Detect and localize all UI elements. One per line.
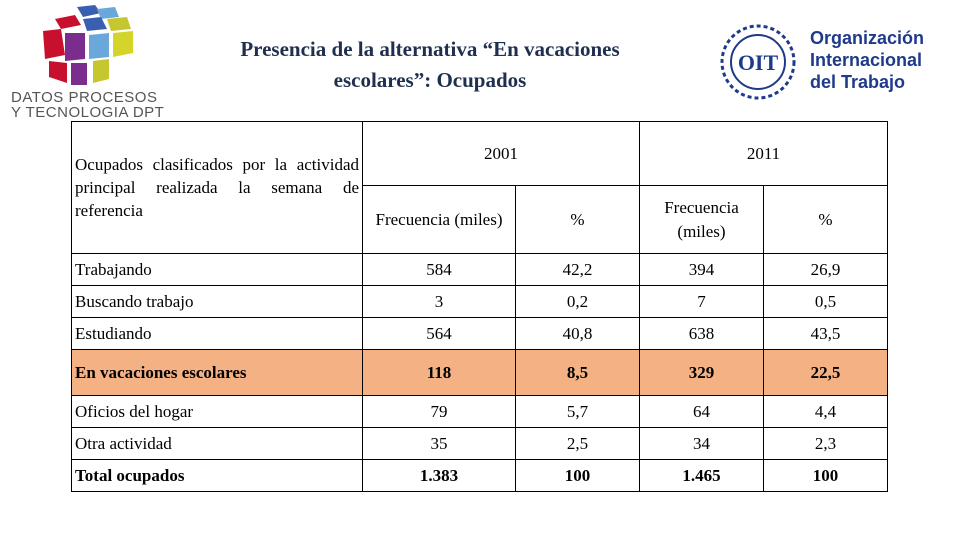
table-row: Estudiando 564 40,8 638 43,5 (71, 317, 888, 350)
row-label: En vacaciones escolares (71, 349, 363, 396)
cell-value: 7 (639, 285, 764, 318)
cell-value: 638 (639, 317, 764, 350)
title-line1: Presencia de la alternativa “En vacacion… (240, 37, 620, 61)
subheader-row: Frecuencia (miles) % Frecuencia (miles) … (72, 185, 888, 254)
cell-value: 2,3 (763, 427, 888, 460)
cell-value: 5,7 (515, 395, 640, 428)
oit-emblem-icon: OIT (720, 24, 796, 100)
cell-value: 100 (515, 459, 640, 492)
row-label: Trabajando (71, 253, 363, 286)
year-2011-header: 2011 (639, 121, 888, 186)
cell-value: 34 (639, 427, 764, 460)
title-line2: escolares”: Ocupados (333, 68, 527, 92)
dpt-logo-line2: Y TECNOLOGIA DPT (11, 104, 165, 121)
cell-value: 0,5 (763, 285, 888, 318)
table-row: Oficios del hogar 79 5,7 64 4,4 (71, 395, 888, 428)
dpt-logo: DATOS PROCESOS Y TECNOLOGIA DPT (7, 5, 164, 120)
cell-value: 3 (362, 285, 516, 318)
total-row: Total ocupados 1.383 100 1.465 100 (71, 459, 888, 492)
cell-value: 1.383 (362, 459, 516, 492)
subheader-pct-2011: % (763, 185, 888, 254)
cell-value: 329 (639, 349, 764, 396)
highlighted-row: En vacaciones escolares 118 8,5 329 22,5 (71, 349, 888, 396)
corner-label: Ocupados clasificados por la actividad p… (71, 121, 363, 254)
year-header-row: Ocupados clasificados por la actividad p… (71, 121, 888, 254)
cell-value: 564 (362, 317, 516, 350)
row-label: Total ocupados (71, 459, 363, 492)
row-label: Oficios del hogar (71, 395, 363, 428)
cell-value: 584 (362, 253, 516, 286)
subheader-freq-2001: Frecuencia (miles) (362, 185, 516, 254)
oit-name-line3: del Trabajo (810, 72, 906, 92)
cell-value: 64 (639, 395, 764, 428)
cell-value: 8,5 (515, 349, 640, 396)
oit-logo: OIT Organización Internacional del Traba… (712, 22, 952, 102)
subheader-pct-2001: % (515, 185, 640, 254)
oit-name-line1: Organización (810, 28, 925, 48)
subheader-freq-2011: Frecuencia (miles) (639, 185, 764, 254)
cell-value: 42,2 (515, 253, 640, 286)
cell-value: 118 (362, 349, 516, 396)
cell-value: 1.465 (639, 459, 764, 492)
cell-value: 22,5 (763, 349, 888, 396)
cell-value: 100 (763, 459, 888, 492)
cell-value: 35 (362, 427, 516, 460)
year-2001-header: 2001 (362, 121, 640, 186)
cell-value: 394 (639, 253, 764, 286)
oit-name: Organización Internacional del Trabajo (810, 27, 924, 93)
cell-value: 2,5 (515, 427, 640, 460)
cell-value: 79 (362, 395, 516, 428)
dpt-cube-icon (43, 5, 133, 85)
table-row: Trabajando 584 42,2 394 26,9 (71, 253, 888, 286)
row-label: Otra actividad (71, 427, 363, 460)
row-label: Estudiando (71, 317, 363, 350)
cell-value: 4,4 (763, 395, 888, 428)
cell-value: 0,2 (515, 285, 640, 318)
cell-value: 40,8 (515, 317, 640, 350)
row-label: Buscando trabajo (71, 285, 363, 318)
cell-value: 26,9 (763, 253, 888, 286)
oit-name-line2: Internacional (810, 50, 923, 70)
data-table: Ocupados clasificados por la actividad p… (71, 121, 888, 492)
cell-value: 43,5 (763, 317, 888, 350)
table-row: Buscando trabajo 3 0,2 7 0,5 (71, 285, 888, 318)
table-row: Otra actividad 35 2,5 34 2,3 (71, 427, 888, 460)
page-title: Presencia de la alternativa “En vacacion… (180, 34, 680, 96)
oit-abbr: OIT (738, 50, 779, 75)
dpt-logo-line1: DATOS PROCESOS (11, 89, 158, 106)
